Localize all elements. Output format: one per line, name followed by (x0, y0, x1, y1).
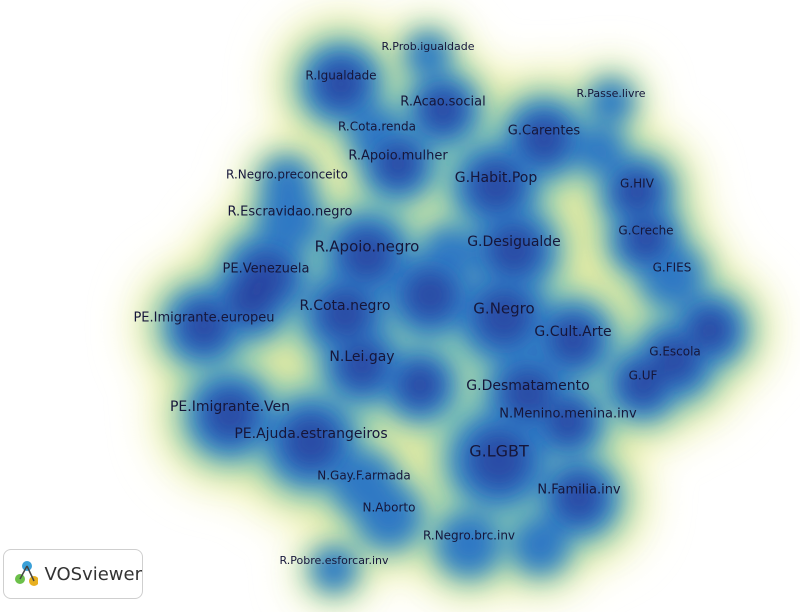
density-blob (259, 189, 321, 251)
density-blob (358, 485, 420, 547)
node-label: G.Habit.Pop (455, 170, 538, 186)
density-blob (576, 126, 624, 174)
node-label: R.Passe.livre (576, 87, 645, 100)
node-label: R.Apoio.negro (315, 238, 420, 256)
labels: R.Prob.igualdade R.Igualdade R.Acao.social… (133, 40, 700, 567)
node-label: R.Negro.preconceito (226, 168, 348, 182)
density-blob (522, 117, 566, 161)
node-label: PE.Imigrante.Ven (170, 399, 290, 415)
node-label: R.Apoio.mulher (348, 149, 448, 164)
logo-text: VOSviewer (44, 563, 142, 585)
node-label: R.Escravidao.negro (227, 205, 352, 220)
density-blob (623, 364, 663, 404)
density-blob (472, 162, 520, 210)
node-label: R.Pobre.esforcar.inv (280, 554, 389, 567)
node-label: PE.Ajuda.estrangeiros (234, 426, 387, 442)
node-label: G.Creche (618, 224, 673, 238)
node-label: R.Prob.igualdade (382, 40, 475, 53)
node-label: R.Cota.renda (338, 120, 416, 134)
density-blob (690, 310, 730, 350)
node-label: G.LGBT (469, 442, 529, 461)
density-blob (400, 365, 440, 405)
density-blob (641, 245, 703, 307)
density-blob (422, 227, 478, 283)
density-blob (590, 81, 632, 123)
node-label: G.Carentes (508, 124, 581, 139)
density-blob (438, 513, 500, 575)
density-blob (653, 338, 697, 382)
node-label: N.Aborto (363, 501, 416, 515)
node-label: N.Lei.gay (329, 349, 394, 365)
node-label: G.Negro (473, 300, 534, 318)
node-label: R.Cota.negro (300, 298, 391, 314)
density-blob (321, 290, 369, 338)
node-label: N.Familia.inv (537, 483, 621, 498)
density-blob (557, 476, 601, 520)
node-label: R.Igualdade (305, 69, 376, 83)
node-label: G.FIES (653, 261, 692, 275)
density-blob (471, 432, 527, 488)
logo[interactable]: VOSviewer (3, 549, 143, 599)
density-blob (340, 343, 384, 387)
density-blob (285, 416, 337, 468)
density-blob (182, 304, 226, 348)
node-label: G.Desmatamento (466, 378, 589, 394)
node-label: N.Gay.F.armada (317, 469, 411, 483)
density-blob (228, 278, 272, 322)
density-blob (551, 318, 595, 362)
density-blob (626, 219, 666, 259)
density-blob (407, 34, 449, 76)
logo-icon (15, 561, 39, 586)
node-label: N.Menino.menina.inv (499, 407, 637, 422)
density-blob (343, 231, 391, 279)
density-dark (182, 62, 730, 520)
density-blob (406, 271, 454, 319)
density-blob (206, 391, 254, 439)
density-blob (378, 144, 418, 184)
density-blob (478, 291, 530, 343)
node-label: PE.Imigrante.europeu (133, 311, 274, 326)
density-blob (617, 172, 657, 212)
node-label: R.Negro.brc.inv (423, 529, 515, 543)
node-label: R.Acao.social (400, 95, 485, 110)
density-blob (423, 90, 463, 130)
node-label: G.UF (629, 369, 658, 383)
node-label: G.HIV (620, 177, 655, 191)
density-blob (548, 402, 588, 442)
density-blob (319, 62, 363, 106)
node-label: G.Cult.Arte (534, 324, 611, 340)
density-blob (504, 370, 552, 418)
node-label: PE.Venezuela (223, 262, 310, 277)
density-blob (313, 548, 355, 590)
node-label: G.Desigualde (467, 234, 561, 250)
node-label: G.Escola (649, 345, 701, 359)
density-blob (512, 517, 568, 573)
density-blob (490, 226, 538, 274)
